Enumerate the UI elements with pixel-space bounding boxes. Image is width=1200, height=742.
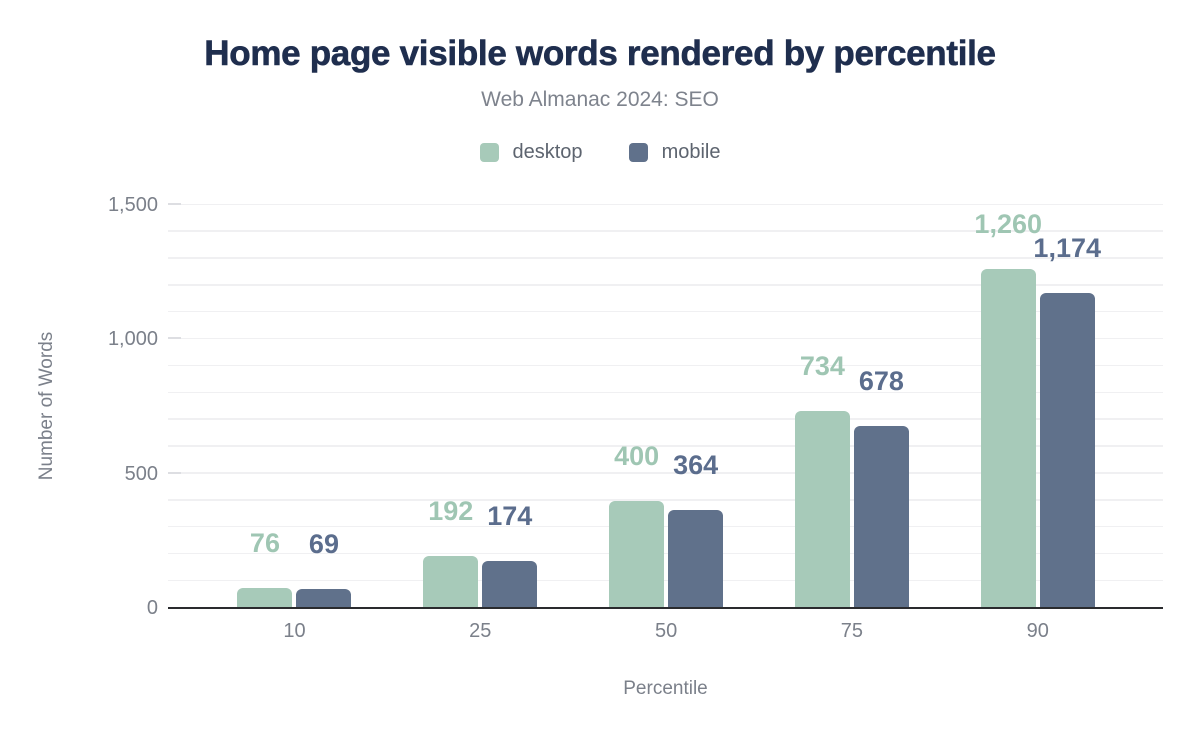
bar-column: 192	[423, 205, 479, 608]
y-tick-mark	[168, 203, 181, 205]
gridline	[168, 418, 1163, 420]
bar-column: 1,174	[1033, 205, 1101, 608]
bar-value-label-desktop: 192	[428, 496, 474, 527]
bar-column: 400	[609, 205, 665, 608]
gridline	[168, 499, 1163, 501]
plot-area: 0 500 1,000 1,500 76 69 10 192 174 25 400 364 50 734 6…	[108, 195, 1163, 641]
legend-label-desktop: desktop	[512, 141, 583, 163]
mobile-swatch-icon	[628, 143, 648, 162]
gridline	[168, 203, 1163, 205]
gridline	[168, 472, 1163, 474]
bar-group-p50: 400 364	[609, 205, 724, 608]
bar-group-p90: 1,260 1,174	[974, 205, 1101, 608]
bar-group-p75: 734 678	[794, 205, 909, 608]
gridline	[168, 445, 1163, 447]
gridline	[168, 230, 1163, 232]
bar-column: 69	[296, 205, 352, 608]
x-axis-title: Percentile	[623, 678, 708, 699]
bar-group-p10: 76 69	[237, 205, 352, 608]
bar-desktop-p75[interactable]	[794, 410, 850, 608]
gridline	[168, 552, 1163, 555]
gridline	[168, 257, 1163, 259]
y-tick-label: 0	[146, 597, 158, 619]
bar-column: 678	[853, 205, 909, 608]
bar-mobile-p25[interactable]	[482, 561, 538, 608]
bar-column: 174	[482, 205, 538, 608]
x-tick-label: 25	[469, 620, 492, 642]
legend-item-desktop[interactable]: desktop	[479, 141, 583, 164]
x-axis-line	[168, 606, 1163, 609]
bar-value-label-mobile: 364	[673, 450, 719, 481]
bar-desktop-p10[interactable]	[237, 587, 293, 608]
bar-value-label-mobile: 174	[487, 501, 533, 532]
legend-label-mobile: mobile	[661, 141, 721, 163]
legend-item-mobile[interactable]: mobile	[628, 141, 721, 164]
y-axis-title: Number of Words	[36, 331, 57, 481]
x-tick-label: 50	[654, 620, 678, 642]
gridline	[168, 284, 1163, 286]
bar-mobile-p90[interactable]	[1039, 292, 1095, 608]
bar-group-p25: 192 174	[423, 205, 538, 608]
y-tick-mark	[168, 337, 181, 340]
bar-value-label-desktop: 400	[614, 440, 660, 471]
gridline	[168, 525, 1163, 528]
y-tick-label: 1,500	[107, 194, 158, 216]
bar-value-label-desktop: 76	[249, 527, 280, 558]
bar-mobile-p75[interactable]	[853, 425, 909, 608]
x-tick-label: 90	[1026, 620, 1049, 642]
legend: desktop mobile	[0, 141, 1200, 164]
x-tick-label: 75	[840, 620, 864, 642]
bar-mobile-p50[interactable]	[668, 510, 724, 608]
desktop-swatch-icon	[479, 143, 499, 162]
gridline	[168, 310, 1163, 313]
gridline	[168, 391, 1163, 394]
bar-column: 734	[794, 205, 850, 608]
bar-desktop-p90[interactable]	[980, 269, 1036, 608]
y-tick-label: 1,000	[107, 328, 158, 351]
bar-mobile-p10[interactable]	[296, 589, 352, 608]
bar-desktop-p50[interactable]	[609, 500, 665, 608]
bar-column: 364	[668, 205, 724, 608]
bar-value-label-desktop: 1,260	[974, 209, 1043, 240]
bar-column: 1,260	[974, 205, 1042, 608]
bar-value-label-mobile: 69	[308, 529, 339, 560]
bar-column: 76	[237, 205, 293, 608]
y-tick-label: 500	[124, 462, 158, 485]
bar-value-label-mobile: 678	[858, 365, 904, 396]
gridline	[168, 579, 1163, 582]
gridline	[168, 364, 1163, 367]
x-tick-label: 10	[283, 620, 306, 642]
bar-value-label-mobile: 1,174	[1033, 232, 1102, 263]
chart-title: Home page visible words rendered by perc…	[204, 34, 996, 74]
y-tick-mark	[168, 471, 181, 474]
gridline	[168, 337, 1163, 340]
chart-subtitle: Web Almanac 2024: SEO	[481, 88, 719, 111]
bar-value-label-desktop: 734	[799, 350, 845, 381]
bar-desktop-p25[interactable]	[423, 556, 479, 608]
